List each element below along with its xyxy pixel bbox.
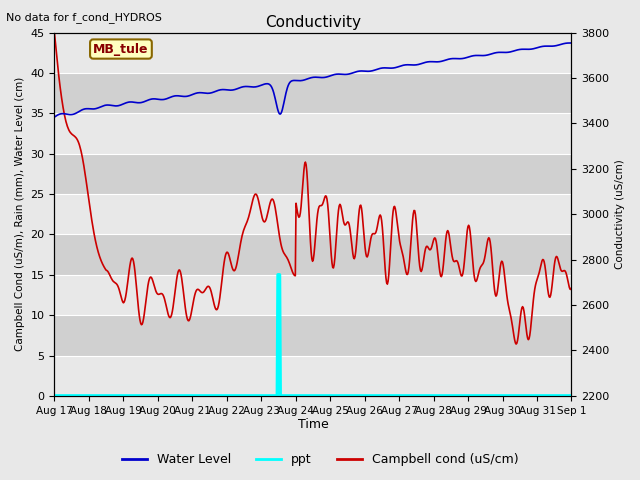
Bar	[54, 275, 572, 315]
Bar	[54, 113, 572, 154]
Y-axis label: Campbell Cond (uS/m), Rain (mm), Water Level (cm): Campbell Cond (uS/m), Rain (mm), Water L…	[15, 77, 25, 351]
X-axis label: Time: Time	[298, 419, 328, 432]
Text: MB_tule: MB_tule	[93, 43, 148, 56]
Text: No data for f_cond_HYDROS: No data for f_cond_HYDROS	[6, 12, 163, 23]
Title: Conductivity: Conductivity	[265, 15, 361, 30]
Bar	[54, 154, 572, 194]
Bar	[54, 234, 572, 275]
Y-axis label: Conductivity (uS/cm): Conductivity (uS/cm)	[615, 159, 625, 269]
Legend: Water Level, ppt, Campbell cond (uS/cm): Water Level, ppt, Campbell cond (uS/cm)	[116, 448, 524, 471]
Bar	[54, 73, 572, 113]
Bar	[54, 194, 572, 234]
Bar	[54, 356, 572, 396]
Bar	[54, 33, 572, 73]
Bar	[54, 315, 572, 356]
